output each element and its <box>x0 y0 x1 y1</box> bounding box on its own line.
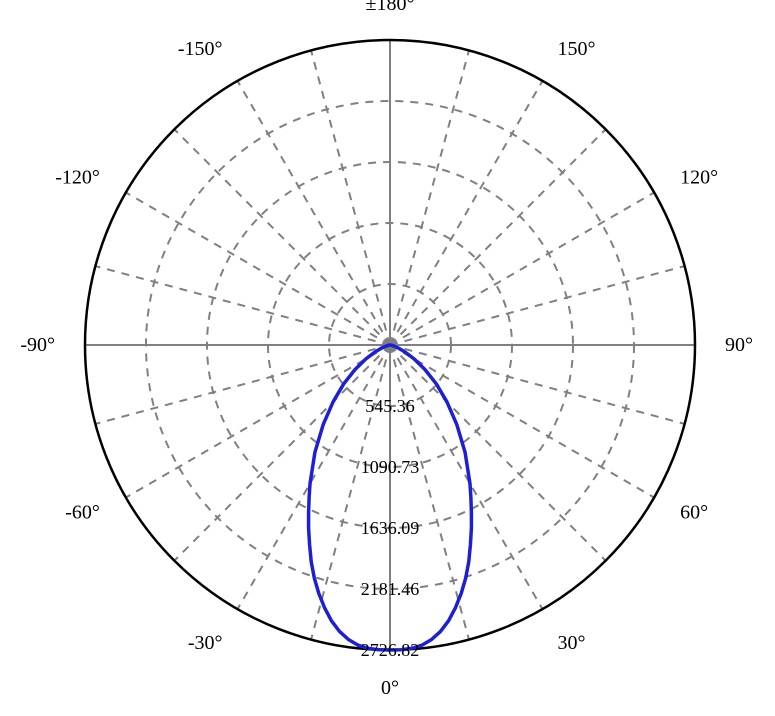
angle-label: 60° <box>680 502 708 524</box>
angle-label: 30° <box>558 632 586 654</box>
radial-tick-label: 1090.73 <box>361 457 420 477</box>
angle-label: -30° <box>188 632 223 654</box>
angle-label: -150° <box>178 38 223 60</box>
angle-label: 90° <box>725 334 753 356</box>
angle-label: -120° <box>55 167 100 189</box>
angle-label: 0° <box>381 677 399 699</box>
radial-tick-label: 2726.82 <box>361 640 420 660</box>
radial-tick-label: 2181.46 <box>361 579 420 599</box>
radial-tick-label: 1636.09 <box>361 518 420 538</box>
angle-label: ±180° <box>366 0 415 15</box>
polar-chart: 545.36 1090.73 1636.09 2181.46 2726.82 ±180° 1… <box>0 0 775 716</box>
angle-label: -90° <box>20 334 55 356</box>
angle-label: 150° <box>558 38 596 60</box>
radial-tick-label: 545.36 <box>365 396 415 416</box>
angle-label: -60° <box>65 502 100 524</box>
angle-label: 120° <box>680 167 718 189</box>
